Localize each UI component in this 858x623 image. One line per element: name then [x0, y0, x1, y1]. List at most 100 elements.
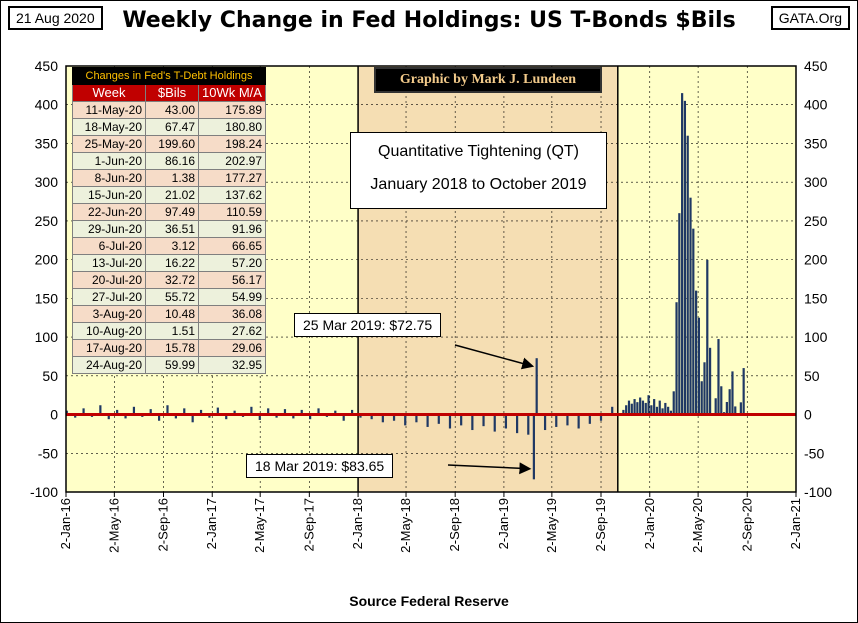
bar — [309, 414, 312, 420]
table-header: 10Wk M/A — [198, 84, 266, 102]
bar — [334, 410, 337, 415]
bar — [437, 414, 440, 424]
bar — [636, 402, 639, 415]
bar — [658, 400, 661, 415]
table-cell: 32.72 — [145, 271, 199, 289]
table-row: 1-Jun-20 86.16 202.97 — [72, 152, 266, 170]
bar — [174, 414, 177, 419]
bar — [647, 395, 650, 415]
bar — [653, 399, 656, 415]
table-cell: 55.72 — [145, 288, 199, 306]
bar — [622, 409, 625, 415]
bar — [686, 135, 689, 415]
qt-line-1: Quantitative Tightening (QT) — [378, 143, 579, 160]
bar — [543, 414, 547, 431]
table-cell: 36.08 — [198, 305, 266, 323]
x-tick-label: 2-Jan-18 — [350, 498, 365, 549]
table-caption: Changes in Fed's T-Debt Holdings — [72, 67, 266, 85]
annotation-arrow-upper — [454, 344, 535, 370]
table-cell: 202.97 — [198, 152, 266, 170]
bar — [625, 405, 628, 415]
table-cell: 10.48 — [145, 305, 199, 323]
table-cell: 199.60 — [145, 135, 199, 153]
bar — [65, 410, 68, 415]
x-tick-label: 2-Sep-20 — [739, 498, 754, 551]
bar — [132, 406, 136, 415]
bar — [725, 401, 728, 415]
x-tick-label: 2-May-18 — [398, 498, 413, 553]
table-cell: 15-Jun-20 — [72, 186, 146, 204]
bar — [627, 400, 631, 415]
bar — [650, 405, 653, 415]
x-tick-label: 2-Jan-17 — [204, 498, 219, 549]
bar — [669, 410, 673, 415]
table-cell: 91.96 — [198, 220, 266, 238]
table-row: 27-Jul-20 55.72 54.99 — [72, 288, 266, 306]
table-cell: 17-Aug-20 — [72, 339, 146, 357]
table-cell: 16.22 — [145, 254, 199, 272]
table-cell: 3-Aug-20 — [72, 305, 146, 323]
bar — [678, 213, 681, 415]
table-cell: 22-Jun-20 — [72, 203, 146, 221]
bar — [482, 414, 485, 427]
table-cell: 21.02 — [145, 186, 199, 204]
y-tick-label-right: 0 — [804, 407, 812, 423]
bar — [644, 402, 647, 415]
x-tick-label: 2-May-20 — [690, 498, 705, 553]
bar — [664, 402, 667, 415]
table-cell: 29-Jun-20 — [72, 220, 146, 238]
table-cell: 198.24 — [198, 135, 266, 153]
x-axis: 2-Jan-16 2-May-16 2-Sep-16 2-Jan-17 2-May-17… — [58, 492, 803, 553]
y-tick-label-left: 0 — [50, 407, 58, 423]
bar — [82, 408, 85, 415]
qt-annotation-box: Quantitative Tightening (QT) January 201… — [350, 132, 607, 209]
table-cell: 11-May-20 — [72, 101, 146, 119]
bar — [697, 317, 701, 415]
bar — [728, 389, 731, 415]
table-row: 18-May-20 67.47 180.80 — [72, 118, 266, 136]
bar — [717, 339, 720, 415]
bar — [633, 399, 636, 415]
bar — [675, 302, 678, 415]
y-tick-label-left: -50 — [38, 445, 58, 461]
bar-series — [65, 93, 745, 480]
bar — [706, 259, 709, 415]
bar — [661, 408, 664, 415]
bar — [107, 414, 110, 420]
bar — [275, 414, 278, 418]
bar — [731, 371, 734, 415]
table-cell: 57.20 — [198, 254, 266, 272]
table-row: 13-Jul-20 16.22 57.20 — [72, 254, 266, 272]
qt-line-2: January 2018 to October 2019 — [370, 176, 587, 193]
bar — [588, 414, 591, 424]
y-tick-label-left: 250 — [35, 213, 59, 229]
bar — [124, 414, 127, 419]
table-cell: 1.38 — [145, 169, 199, 187]
table-cell: 36.51 — [145, 220, 199, 238]
y-tick-label-right: 200 — [804, 252, 828, 268]
table-cell: 24-Aug-20 — [72, 356, 146, 374]
bar — [535, 358, 538, 415]
bar — [504, 414, 508, 429]
y-tick-label-right: 150 — [804, 290, 828, 306]
table-cell: 8-Jun-20 — [72, 169, 146, 187]
table-cell: 25-May-20 — [72, 135, 146, 153]
bar — [426, 414, 429, 427]
bar — [317, 408, 320, 415]
bar — [225, 414, 228, 420]
y-tick-label-left: 300 — [35, 174, 59, 190]
bar — [300, 409, 303, 415]
annotation-arrows — [447, 344, 535, 475]
bar — [370, 414, 373, 420]
table-header-row: Week $Bils 10Wk M/A — [72, 84, 266, 102]
bar — [714, 398, 717, 415]
bar — [381, 414, 384, 423]
bar — [689, 197, 692, 415]
y-tick-label-left: 50 — [42, 368, 58, 384]
plot-border — [65, 65, 797, 493]
bar — [359, 414, 362, 418]
table-cell: 180.80 — [198, 118, 266, 136]
table-header: $Bils — [145, 84, 199, 102]
table-cell: 3.12 — [145, 237, 199, 255]
credit-label: Graphic by Mark J. Lundeen — [374, 67, 602, 93]
